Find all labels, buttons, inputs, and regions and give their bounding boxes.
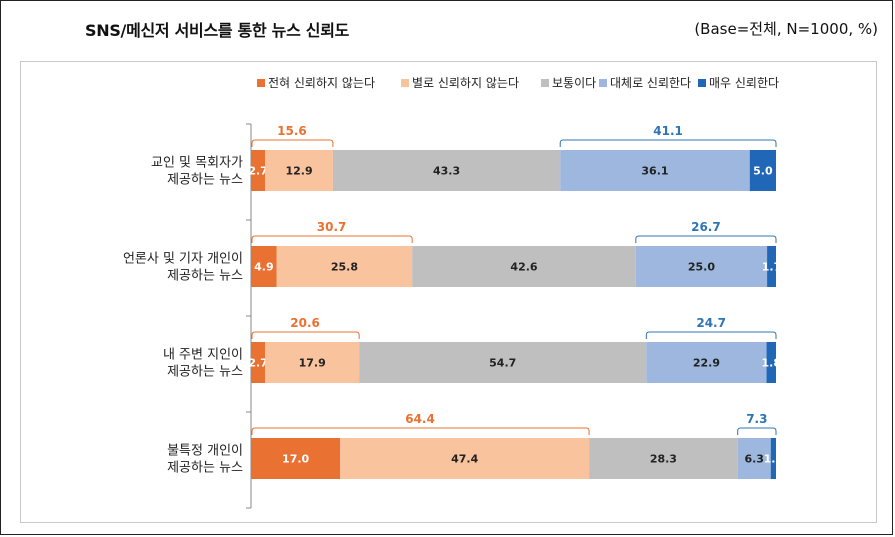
bar-segment-3 — [412, 246, 636, 287]
bar-segment-5 — [749, 150, 776, 191]
chart-title: SNS/메신저 서비스를 통한 뉴스 신뢰도 — [85, 21, 350, 40]
bar-value-label: 36.1 — [641, 165, 668, 178]
stacked-bar-chart: 전혀 신뢰하지 않는다 별로 신뢰하지 않는다 보통이다 대체로 신뢰한다 매우 신뢰한… — [123, 76, 784, 509]
bar-value-label: 42.6 — [510, 261, 537, 274]
distrust-total-label: 15.6 — [277, 124, 307, 138]
legend-label-1: 전혀 신뢰하지 않는다 — [268, 76, 375, 90]
chart-area: 전혀 신뢰하지 않는다 별로 신뢰하지 않는다 보통이다 대체로 신뢰한다 매우 신뢰한… — [20, 61, 877, 523]
legend-swatch-4 — [599, 79, 607, 87]
bar-segment-4 — [560, 150, 750, 191]
legend-label-4: 대체로 신뢰한다 — [610, 76, 691, 90]
bar-value-label: 2.7 — [248, 165, 268, 178]
distrust-total-label: 64.4 — [405, 412, 435, 426]
category-label: 불특정 개인이 — [167, 444, 243, 459]
trust-total-label: 41.1 — [653, 124, 683, 138]
bar-segment-1 — [251, 246, 277, 287]
bar-value-label: 17.0 — [282, 453, 309, 466]
bar-value-label: 22.9 — [693, 357, 720, 370]
category-label: 제공하는 뉴스 — [167, 173, 243, 188]
bar-value-label: 28.3 — [650, 453, 677, 466]
bar-segment-3 — [332, 150, 561, 191]
trust-total-label: 7.3 — [746, 412, 767, 426]
bar-segment-2 — [276, 246, 413, 287]
legend-swatch-1 — [257, 79, 265, 87]
category-label: 교인 및 목회자가 — [151, 156, 243, 171]
trust-bracket — [559, 139, 777, 147]
legend-swatch-3 — [541, 79, 549, 87]
bar-value-label: 12.9 — [285, 165, 312, 178]
bar-segment-3 — [589, 438, 738, 479]
distrust-bracket — [251, 331, 360, 339]
bar-segment-1 — [251, 150, 266, 191]
legend-label-5: 매우 신뢰한다 — [709, 76, 779, 90]
distrust-bracket — [251, 235, 413, 243]
category-label: 제공하는 뉴스 — [167, 365, 243, 380]
base-note: (Base=전체, N=1000, %) — [694, 20, 878, 38]
bar-value-label: 43.3 — [433, 165, 460, 178]
bar-segment-1 — [251, 342, 266, 383]
bar-segment-4 — [635, 246, 768, 287]
legend-label-2: 별로 신뢰하지 않는다 — [412, 76, 519, 90]
legend-label-3: 보통이다 — [552, 76, 596, 90]
bar-segment-5 — [767, 246, 776, 287]
trust-bracket — [645, 331, 777, 339]
bar-value-label: 54.7 — [489, 357, 516, 370]
legend-swatch-2 — [401, 79, 409, 87]
bar-value-label: 17.9 — [299, 357, 326, 370]
bar-value-label: 2.7 — [248, 357, 268, 370]
bar-segment-5 — [770, 438, 776, 479]
bar-segment-1 — [251, 438, 341, 479]
distrust-total-label: 30.7 — [317, 220, 347, 234]
distrust-total-label: 20.6 — [290, 316, 320, 330]
trust-total-label: 24.7 — [696, 316, 726, 330]
bar-segment-2 — [265, 150, 333, 191]
distrust-bracket — [251, 427, 590, 435]
bar-segment-2 — [265, 342, 360, 383]
bar-value-label: 4.9 — [254, 261, 274, 274]
bar-value-label: 1.0 — [764, 453, 784, 466]
trust-bracket — [737, 427, 777, 435]
bar-value-label: 1.8 — [762, 357, 782, 370]
bar-value-label: 1.7 — [762, 261, 782, 274]
bar-value-label: 5.0 — [753, 165, 773, 178]
category-label: 제공하는 뉴스 — [167, 269, 243, 284]
bar-value-label: 25.8 — [331, 261, 358, 274]
category-label: 제공하는 뉴스 — [167, 461, 243, 476]
bar-value-label: 6.3 — [744, 453, 764, 466]
bar-value-label: 47.4 — [451, 453, 478, 466]
trust-total-label: 26.7 — [691, 220, 721, 234]
bar-segment-4 — [646, 342, 767, 383]
category-label: 내 주변 지인이 — [163, 348, 243, 363]
bar-segment-4 — [737, 438, 771, 479]
bar-value-label: 25.0 — [688, 261, 715, 274]
category-label: 언론사 및 기자 개인이 — [123, 252, 243, 267]
trust-bracket — [635, 235, 777, 243]
bar-segment-2 — [340, 438, 590, 479]
bar-segment-5 — [766, 342, 776, 383]
distrust-bracket — [251, 139, 334, 147]
legend-swatch-5 — [698, 79, 706, 87]
bar-segment-3 — [359, 342, 647, 383]
